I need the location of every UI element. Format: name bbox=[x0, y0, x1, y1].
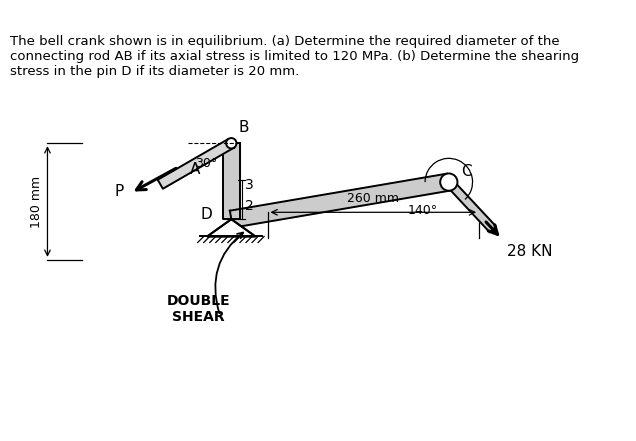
Text: A: A bbox=[190, 162, 200, 177]
Text: The bell crank shown is in equilibrium. (a) Determine the required diameter of t: The bell crank shown is in equilibrium. … bbox=[10, 35, 579, 78]
Text: P: P bbox=[114, 183, 124, 198]
Text: 28 KN: 28 KN bbox=[507, 244, 553, 259]
Text: DOUBLE
SHEAR: DOUBLE SHEAR bbox=[167, 294, 230, 325]
Text: B: B bbox=[238, 120, 249, 135]
Circle shape bbox=[440, 173, 457, 191]
Polygon shape bbox=[207, 219, 256, 236]
Text: 180 mm: 180 mm bbox=[30, 176, 43, 228]
Polygon shape bbox=[158, 139, 234, 189]
Polygon shape bbox=[223, 143, 240, 219]
Text: C: C bbox=[461, 164, 471, 179]
Text: 3: 3 bbox=[245, 178, 254, 192]
Circle shape bbox=[226, 138, 237, 149]
Text: D: D bbox=[200, 207, 212, 222]
Text: 140°: 140° bbox=[408, 204, 438, 217]
Text: 260 mm: 260 mm bbox=[347, 192, 399, 206]
Text: 2: 2 bbox=[245, 199, 254, 213]
Text: 30°: 30° bbox=[195, 157, 218, 170]
Polygon shape bbox=[230, 174, 450, 228]
Polygon shape bbox=[446, 179, 496, 232]
